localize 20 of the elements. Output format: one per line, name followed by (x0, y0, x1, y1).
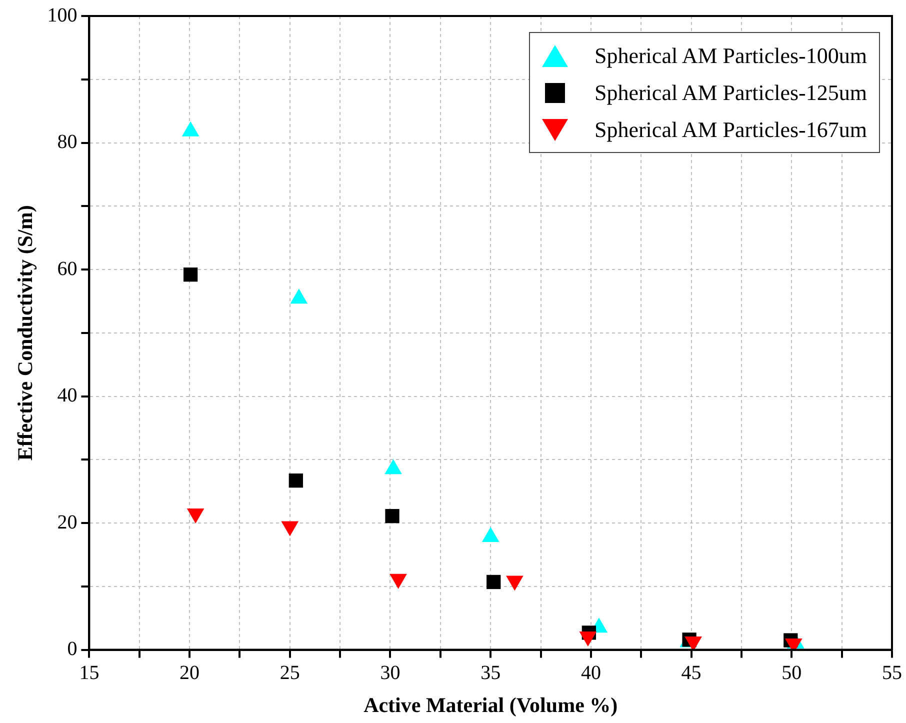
legend-label: Spherical AM Particles-167um (594, 116, 867, 142)
x-tick-label: 35 (480, 662, 501, 684)
y-tick-label: 60 (57, 258, 78, 280)
y-tick-label: 0 (67, 638, 78, 660)
y-tick-label: 100 (47, 4, 78, 26)
x-tick-label: 15 (79, 662, 100, 684)
legend-label: Spherical AM Particles-125um (594, 80, 867, 106)
x-tick-label: 25 (280, 662, 300, 684)
x-axis-title: Active Material (Volume %) (364, 692, 618, 717)
y-tick-label: 20 (57, 511, 78, 534)
x-tick-label: 55 (882, 662, 902, 684)
x-tick-label: 20 (180, 662, 200, 684)
y-axis-title: Effective Conductivity (S/m) (13, 205, 38, 461)
y-tick-label: 80 (57, 131, 78, 154)
legend-label: Spherical AM Particles-100um (594, 42, 867, 68)
x-tick-label: 50 (782, 662, 802, 684)
x-tick-label: 40 (580, 662, 601, 684)
y-tick-label: 40 (57, 384, 78, 407)
x-tick-label: 45 (681, 662, 702, 684)
x-tick-label: 30 (380, 662, 400, 684)
